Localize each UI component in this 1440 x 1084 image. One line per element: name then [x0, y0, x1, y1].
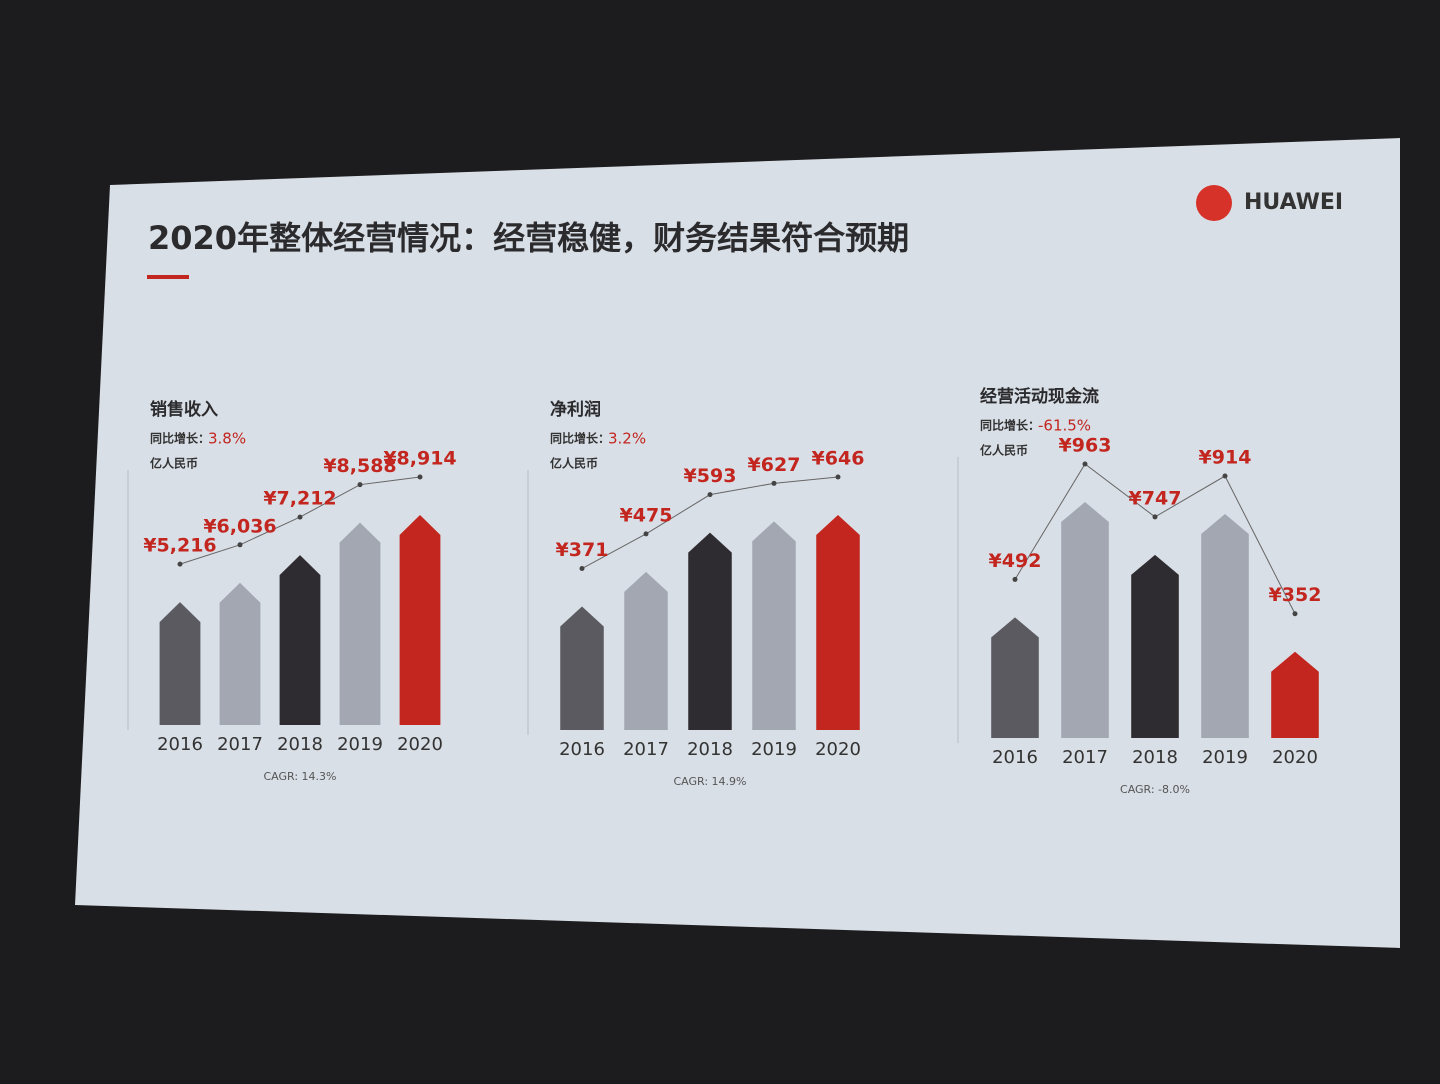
value-label: ¥5,216: [143, 535, 216, 557]
x-tick-label: 2020: [397, 734, 443, 755]
trend-dot: [1082, 461, 1088, 467]
bar: [399, 515, 441, 725]
value-label: ¥963: [1059, 435, 1112, 457]
x-tick-label: 2016: [992, 747, 1038, 768]
x-tick-label: 2020: [815, 739, 861, 760]
bar: [279, 555, 321, 725]
chart-title: 经营活动现金流: [980, 386, 1099, 407]
unit: 亿人民币: [550, 456, 598, 471]
value-label: ¥914: [1199, 447, 1252, 469]
x-tick-label: 2016: [559, 739, 605, 760]
trend-dot: [1292, 611, 1298, 617]
value-label: ¥747: [1129, 487, 1182, 509]
x-tick-label: 2017: [623, 739, 669, 760]
value-label: ¥492: [989, 550, 1042, 572]
growth-value: 3.8%: [208, 430, 246, 448]
trend-dot: [771, 480, 777, 486]
x-tick-label: 2018: [687, 739, 733, 760]
title-accent: [147, 275, 189, 279]
value-label: ¥371: [556, 539, 609, 561]
growth-label: 同比增长：: [150, 431, 210, 446]
growth-value: 3.2%: [608, 430, 646, 448]
cagr-note: CAGR: -8.0%: [1120, 783, 1190, 796]
bar: [159, 602, 201, 725]
x-tick-label: 2020: [1272, 747, 1318, 768]
trend-dot: [237, 542, 243, 548]
x-tick-label: 2018: [277, 734, 323, 755]
slide: [75, 138, 1400, 948]
bar: [624, 571, 668, 730]
growth-label: 同比增长：: [980, 418, 1040, 433]
trend-dot: [417, 474, 423, 480]
logo: HUAWEI: [1196, 185, 1343, 221]
trend-dot: [1222, 473, 1228, 479]
value-label: ¥593: [684, 465, 737, 487]
bar: [1131, 554, 1179, 738]
bar: [991, 617, 1039, 738]
trend-dot: [357, 482, 363, 488]
unit: 亿人民币: [980, 443, 1028, 458]
value-label: ¥8,588: [323, 455, 396, 477]
x-tick-label: 2016: [157, 734, 203, 755]
trend-dot: [579, 566, 585, 572]
growth-label: 同比增长：: [550, 431, 610, 446]
bar: [1061, 502, 1109, 738]
chart-title: 净利润: [550, 399, 601, 420]
value-label: ¥646: [812, 448, 865, 470]
cagr-note: CAGR: 14.9%: [674, 775, 747, 788]
value-label: ¥8,914: [383, 448, 456, 470]
trend-dot: [835, 474, 841, 480]
bar: [688, 532, 732, 730]
x-tick-label: 2019: [751, 739, 797, 760]
value-label: ¥7,212: [263, 488, 336, 510]
bar: [752, 521, 796, 730]
value-label: ¥6,036: [203, 515, 276, 537]
x-tick-label: 2017: [1062, 747, 1108, 768]
unit: 亿人民币: [150, 456, 198, 471]
bar: [816, 515, 860, 730]
x-tick-label: 2018: [1132, 747, 1178, 768]
logo-mark: [1196, 185, 1232, 221]
trend-dot: [1152, 514, 1158, 520]
brand: HUAWEI: [1244, 190, 1343, 215]
trend-dot: [1012, 576, 1018, 582]
value-label: ¥627: [748, 454, 801, 476]
bar: [1271, 651, 1319, 738]
cagr-note: CAGR: 14.3%: [264, 770, 337, 783]
x-tick-label: 2019: [1202, 747, 1248, 768]
bar: [560, 606, 604, 730]
trend-dot: [643, 531, 649, 537]
growth-value: -61.5%: [1038, 417, 1091, 435]
trend-dot: [707, 492, 713, 498]
chart-title: 销售收入: [150, 399, 218, 420]
trend-dot: [297, 514, 303, 520]
bar: [1201, 514, 1249, 738]
value-label: ¥475: [620, 504, 673, 526]
bar: [219, 582, 261, 725]
trend-dot: [177, 561, 183, 567]
x-tick-label: 2017: [217, 734, 263, 755]
bar: [339, 522, 381, 725]
x-tick-label: 2019: [337, 734, 383, 755]
slide-title: 2020年整体经营情况：经营稳健，财务结果符合预期: [148, 219, 909, 257]
value-label: ¥352: [1269, 584, 1322, 606]
